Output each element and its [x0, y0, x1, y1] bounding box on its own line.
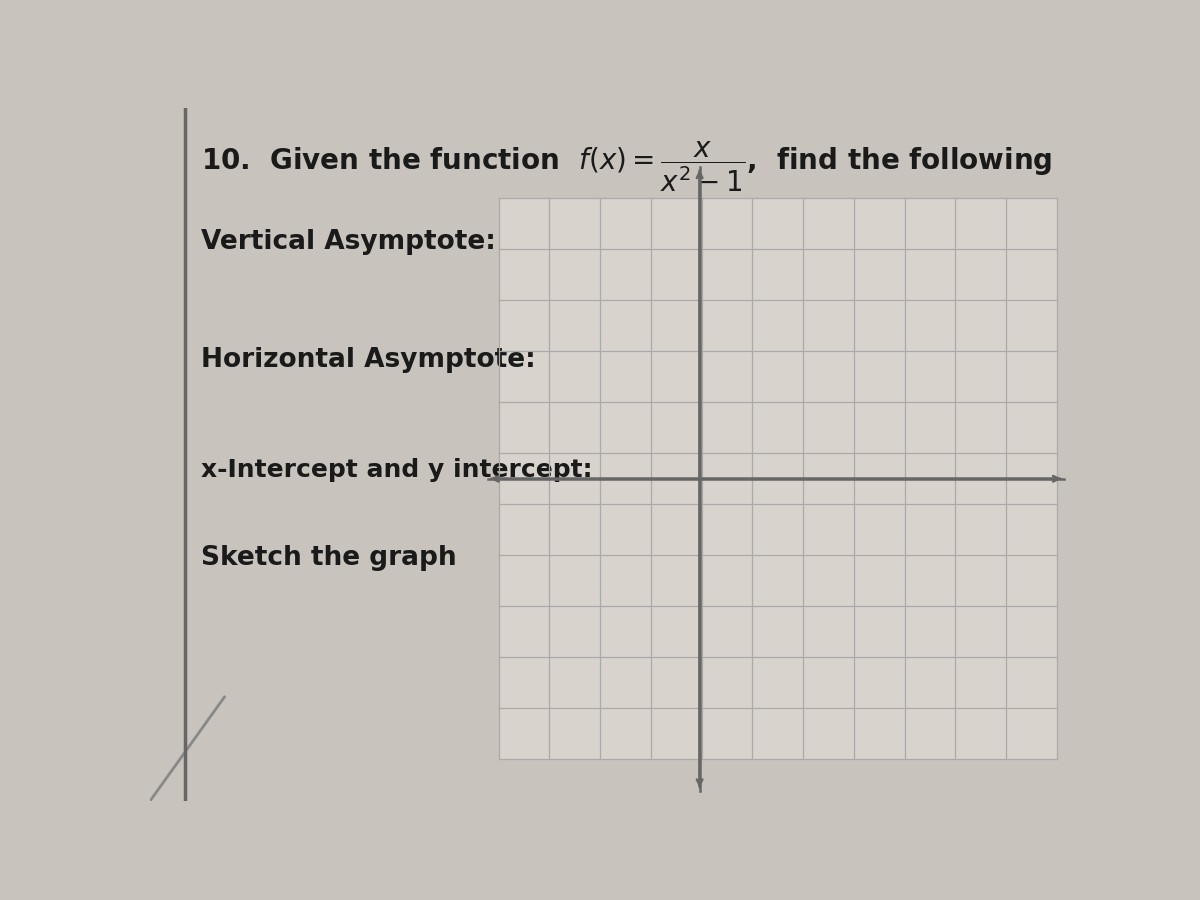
Text: Vertical Asymptote:: Vertical Asymptote:	[202, 230, 496, 256]
Bar	[499, 198, 1057, 760]
Text: Horizontal Asymptote:: Horizontal Asymptote:	[202, 347, 536, 374]
Text: Sketch the graph: Sketch the graph	[202, 544, 457, 571]
Text: 10.  Given the function  $f(x) = \dfrac{x}{x^2-1}$,  find the following: 10. Given the function $f(x) = \dfrac{x}…	[202, 140, 1052, 194]
Text: x-Intercept and y intercept:: x-Intercept and y intercept:	[202, 458, 593, 482]
